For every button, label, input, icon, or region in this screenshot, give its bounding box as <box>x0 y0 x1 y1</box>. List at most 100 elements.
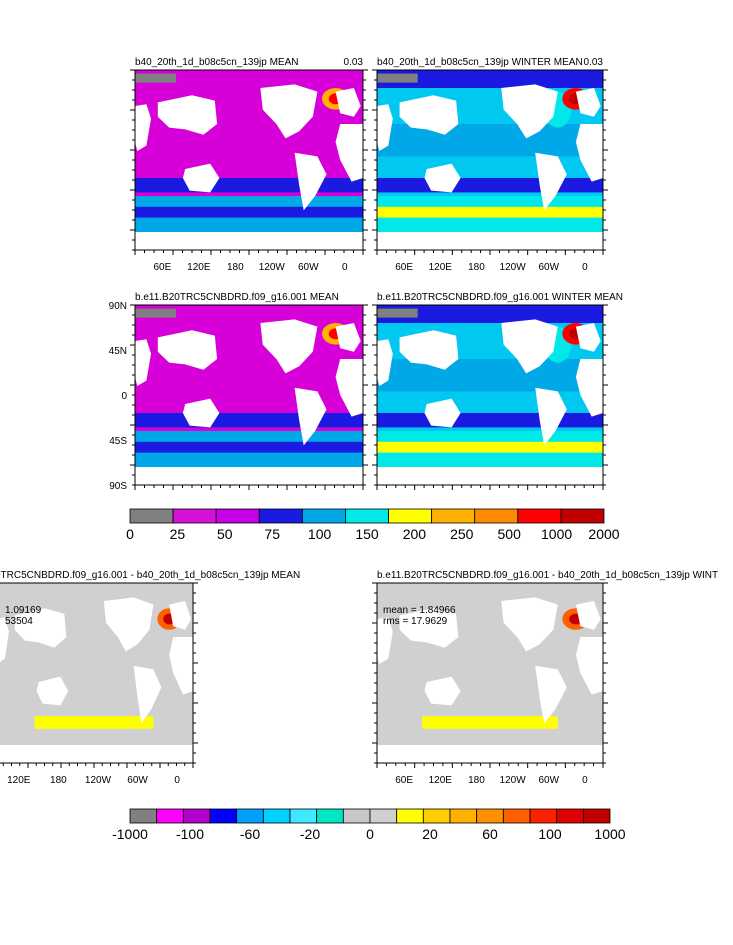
land-mask <box>399 330 459 370</box>
land-mask <box>135 232 363 250</box>
lat-tick-label: 0 <box>121 391 127 402</box>
land-mask <box>260 84 318 139</box>
lon-tick-label: 120W <box>85 775 112 786</box>
land-mask <box>135 339 151 386</box>
lon-tick-label: 60E <box>395 262 413 273</box>
panel-stat: rms = 17.9629 <box>383 616 448 627</box>
land-mask <box>135 104 151 151</box>
colorbar-label: 0 <box>366 826 374 842</box>
land-mask <box>377 339 393 386</box>
colorbar-1: 0 25 50 75 100 150 200 250 500 1000 2000 <box>126 508 620 542</box>
land-mask <box>501 597 558 652</box>
map-panel-3: b.e11.B20TRC5CNBDRD.f09_g16.001 MEAN 90N 4… <box>109 292 368 492</box>
colorbar-swatch <box>529 808 558 824</box>
land-mask <box>575 88 601 117</box>
land-mask <box>575 601 601 630</box>
colorbar-label: 20 <box>422 826 438 842</box>
map-panel-4: b.e11.B20TRC5CNBDRD.f09_g16.001 WINTER M… <box>372 292 623 490</box>
lon-tick-label: 180 <box>227 262 244 273</box>
lon-tick-label: 120W <box>500 262 527 273</box>
colorbar-swatch <box>449 808 478 824</box>
colorbar-swatch <box>431 508 476 524</box>
lon-tick-label: 180 <box>468 775 485 786</box>
colorbar-swatch <box>388 508 433 524</box>
land-mask <box>535 152 567 211</box>
land-mask <box>535 387 567 446</box>
land-mask <box>0 617 9 662</box>
land-mask <box>335 124 363 182</box>
colorbar-swatch <box>209 808 238 824</box>
colorbar-label: -20 <box>300 826 320 842</box>
land-mask <box>36 676 69 706</box>
colorbar-swatch <box>345 508 389 524</box>
lon-tick-label: 0 <box>174 775 180 786</box>
map-panel-6: b.e11.B20TRC5CNBDRD.f09_g16.001 - b40_20… <box>372 570 718 786</box>
land-mask <box>182 163 220 193</box>
land-mask <box>424 398 461 428</box>
land-mask <box>377 104 393 151</box>
colorbar-swatch <box>316 808 344 824</box>
land-mask <box>575 323 601 352</box>
colorbar-swatch <box>396 808 424 824</box>
lon-tick-label: 60E <box>153 262 171 273</box>
colorbar-label: 150 <box>355 526 379 542</box>
land-mask <box>424 163 461 193</box>
colorbar-swatch <box>215 508 260 524</box>
land-mask <box>294 387 327 446</box>
colorbar-label: 200 <box>403 526 427 542</box>
colorbar-label: -60 <box>240 826 260 842</box>
land-mask <box>335 359 363 417</box>
lon-tick-label: 0 <box>342 262 348 273</box>
lon-tick-label: 60E <box>395 775 413 786</box>
colorbar-swatch <box>289 808 318 824</box>
colorbar-swatch <box>172 508 217 524</box>
colorbar-label: 100 <box>538 826 562 842</box>
land-mask <box>377 467 603 485</box>
lon-tick-label: 120W <box>500 775 527 786</box>
lon-tick-label: 120E <box>187 262 211 273</box>
lon-tick-label: 60W <box>538 262 559 273</box>
land-mask <box>103 597 154 652</box>
colorbar-swatch <box>474 508 519 524</box>
colorbar-label: 0 <box>126 526 134 542</box>
colorbar-swatch <box>422 808 451 824</box>
land-mask <box>399 608 459 648</box>
lon-tick-label: 180 <box>50 775 67 786</box>
land-mask <box>133 665 162 724</box>
colorbar-swatch <box>582 808 611 824</box>
land-mask <box>335 323 361 352</box>
lon-tick-label: 60W <box>298 262 319 273</box>
colorbar-swatch <box>258 508 303 524</box>
colorbar-swatch <box>556 808 584 824</box>
land-mask <box>260 319 318 374</box>
colorbar-swatch <box>560 508 605 524</box>
lon-tick-label: 120E <box>7 775 31 786</box>
panel-stat: 53504 <box>5 616 33 627</box>
colorbar-label: 1000 <box>541 526 572 542</box>
colorbar-label: 500 <box>498 526 522 542</box>
map-panel-1: b40_20th_1d_b08c5cn_139jp MEAN 0.03 60E 120… <box>130 57 368 273</box>
land-mask <box>157 330 218 370</box>
lon-tick-label: 180 <box>468 262 485 273</box>
lon-tick-label: 0 <box>582 775 588 786</box>
land-mask <box>169 637 193 695</box>
lat-tick-label: 90N <box>109 301 127 312</box>
land-mask <box>182 398 220 428</box>
colorbar-label: 60 <box>482 826 498 842</box>
land-mask <box>157 95 218 135</box>
colorbar-label: 250 <box>450 526 474 542</box>
colorbar-swatch <box>156 808 184 824</box>
land-mask <box>377 232 603 250</box>
land-mask <box>377 617 393 664</box>
lat-tick-label: 45S <box>109 436 127 447</box>
colorbar-swatch <box>502 808 531 824</box>
colorbar-label: 1000 <box>594 826 625 842</box>
panel-title: b.e11.B20TRC5CNBDRD.f09_g16.001 - b40_20… <box>377 570 718 581</box>
colorbar-swatch <box>342 808 371 824</box>
land-mask <box>424 676 461 706</box>
land-mask <box>501 84 558 139</box>
land-mask <box>575 637 603 695</box>
colorbar-label: 50 <box>217 526 233 542</box>
land-mask <box>575 359 603 417</box>
panel-title: b40_20th_1d_b08c5cn_139jp WINTER MEAN <box>377 57 583 68</box>
